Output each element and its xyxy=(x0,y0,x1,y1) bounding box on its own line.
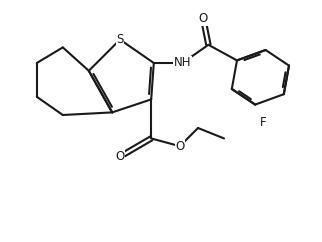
Text: F: F xyxy=(260,116,266,129)
Text: NH: NH xyxy=(174,56,191,69)
Text: S: S xyxy=(116,33,124,46)
Text: O: O xyxy=(115,150,125,163)
Text: O: O xyxy=(199,12,208,25)
Text: O: O xyxy=(175,140,185,153)
